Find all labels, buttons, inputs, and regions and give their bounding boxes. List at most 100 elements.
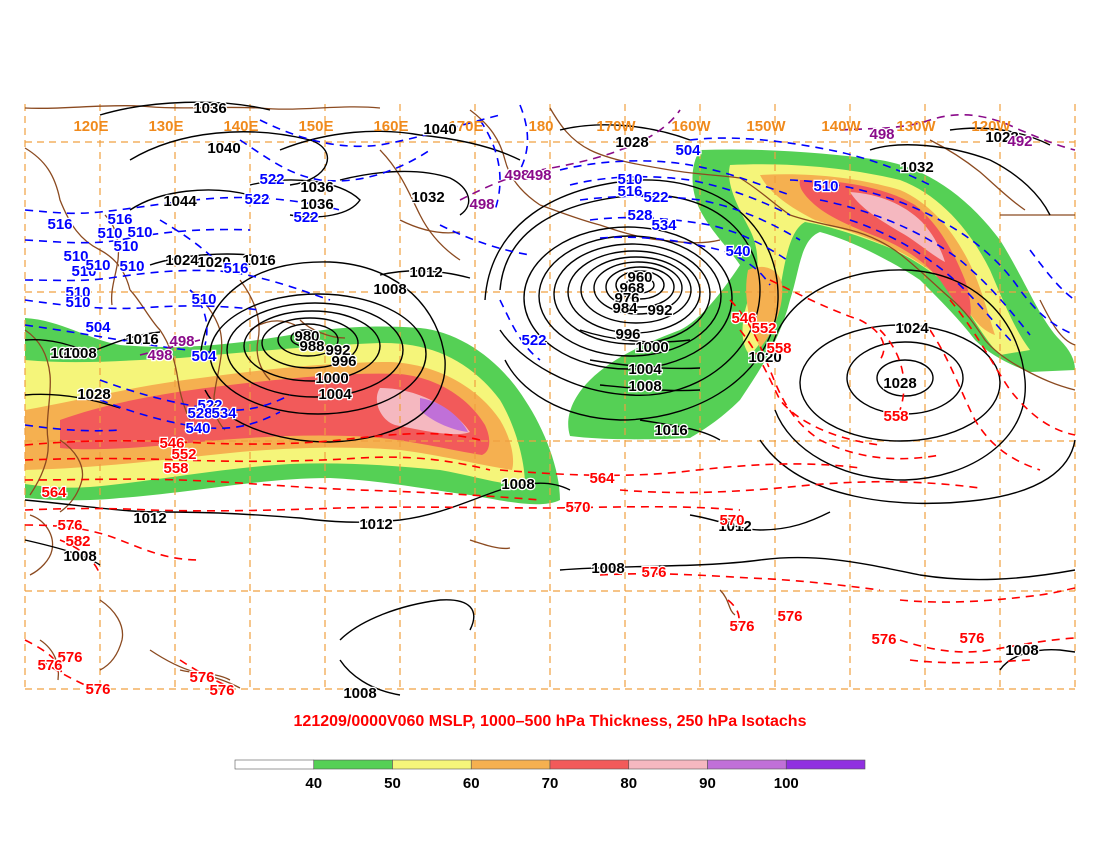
thickness-label-blue: 522 [197,397,222,414]
longitude-label: 120W [971,118,1011,135]
longitude-label: 170W [596,118,636,135]
mslp-label: 1008 [501,476,534,493]
colorbar-tick-label: 90 [699,775,716,792]
thickness-red-labels: 5465525585585465525585645645705705765825… [36,309,986,701]
mslp-label: 1000 [635,339,668,356]
isotach-60-east [760,174,995,335]
thickness-label-blue: 534 [211,405,237,422]
colorbar-swatch [785,759,866,770]
mslp-label: 1004 [628,361,662,378]
colorbar-swatch [313,759,393,770]
isotach-60-east-lower [746,266,783,348]
thickness-label-red: 570 [719,512,744,529]
mslp-label: 1004 [318,386,352,403]
thickness-label-blue: 516 [107,211,132,228]
thickness-label-red: 570 [565,499,590,516]
thickness-label-red: 576 [641,564,666,581]
longitude-label: 160W [671,118,711,135]
thickness-label-red: 564 [589,470,615,487]
thickness-label-red: 552 [751,320,776,337]
thickness-label-blue: 510 [63,248,88,265]
thickness-label-purple: 492 [1007,133,1032,150]
thickness-label-blue: 522 [293,209,318,226]
thickness-label-blue: 504 [675,142,701,159]
mslp-label: 1008 [63,345,96,362]
lon-labels: 120E 130E 140E 150E 160E 170E 180 170W 160W 150W 1… [73,118,1011,135]
thickness-label-red: 576 [57,517,82,534]
thickness-label-blue: 522 [643,189,668,206]
thickness-purple [139,109,1076,356]
mslp-label: 976 [614,290,639,307]
colorbar-swatch [707,759,787,770]
thickness-label-blue: 516 [47,216,72,233]
mslp-label: 968 [619,280,644,297]
thickness-label-red: 576 [871,631,896,648]
mslp-label: 1008 [628,378,661,395]
mslp-label: 1044 [163,193,197,210]
mslp-label: 1012 [359,516,392,533]
thickness-label-blue: 510 [617,171,642,188]
mslp-label: 960 [627,269,652,286]
colorbar: 40 50 60 70 80 90 100 [234,759,866,792]
thickness-label-blue: 522 [521,332,546,349]
mslp-label: 1008 [373,281,406,298]
longitude-label: 140W [821,118,861,135]
thickness-label-purple: 498 [169,333,194,350]
thickness-label-blue: 522 [259,171,284,188]
mslp-label: 1016 [125,331,158,348]
mslp-isobars [24,101,1076,696]
thickness-label-blue: 540 [725,243,750,260]
mslp-label: 992 [647,302,672,319]
mslp-label: 1028 [883,375,916,392]
longitude-label: 150E [298,118,333,135]
longitude-label: 150W [746,118,786,135]
thickness-blue [24,104,1076,432]
thickness-label-red: 576 [189,669,214,686]
thickness-label-blue: 510 [191,291,216,308]
mslp-label: 1008 [343,685,376,702]
mslp-label: 996 [331,353,356,370]
longitude-label: 130W [896,118,936,135]
mslp-label: 1028 [615,134,648,151]
thickness-label-red: 558 [883,408,908,425]
thickness-red [24,279,1076,686]
thickness-label-blue: 504 [85,319,111,336]
mslp-label: 988 [299,338,324,355]
mslp-label: 1020 [197,254,230,271]
longitude-label: 130E [148,118,183,135]
mslp-labels: 1036104010441036103610401032102810321028… [49,99,1040,704]
thickness-label-red: 564 [41,484,67,501]
isotach-70-east [799,180,971,318]
thickness-label-red: 576 [209,682,234,699]
thickness-label-blue: 510 [113,238,138,255]
thickness-label-red: 576 [37,657,62,674]
mslp-label: 1040 [423,121,456,138]
chart-title: 121209/0000V060 MSLP, 1000–500 hPa Thick… [293,713,807,730]
map-area: 120E 130E 140E 150E 160E 170E 180 170W 160W 150W 1… [24,99,1076,704]
thickness-label-blue: 540 [185,420,210,437]
lat-lon-grid [24,104,1076,690]
colorbar-swatch [392,759,472,770]
isotach-90-west [420,398,468,432]
thickness-label-red: 576 [729,618,754,635]
thickness-label-purple: 498 [869,126,894,143]
thickness-label-blue: 504 [191,348,217,365]
thickness-label-blue: 522 [244,191,269,208]
thickness-label-blue: 510 [65,284,90,301]
thickness-label-red: 576 [959,630,984,647]
longitude-label: 160E [373,118,408,135]
longitude-label: 120E [73,118,108,135]
isotach-80-east [850,192,945,262]
thickness-label-blue: 510 [119,258,144,275]
thickness-label-red: 546 [731,310,756,327]
mslp-label: 1024 [165,252,199,269]
mslp-label: 996 [615,326,640,343]
thickness-label-red: 576 [777,608,802,625]
colorbar-tick-label: 40 [305,775,322,792]
thickness-label-blue: 510 [97,225,122,242]
thickness-label-blue: 534 [651,217,677,234]
mslp-label: 1016 [654,422,687,439]
